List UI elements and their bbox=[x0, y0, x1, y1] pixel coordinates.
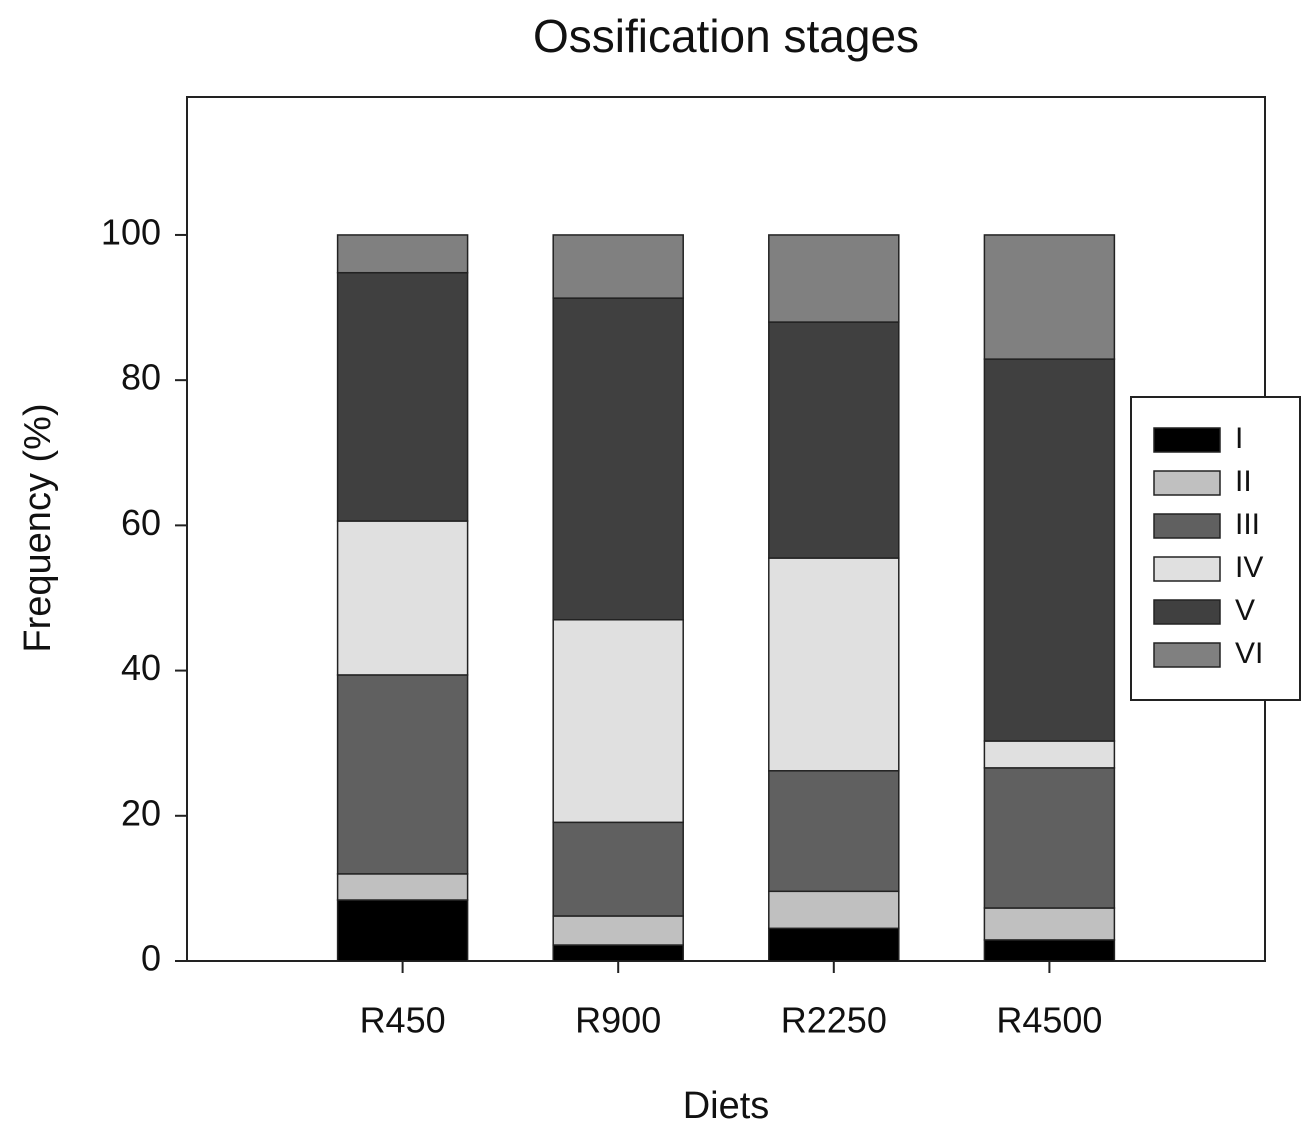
bar-segment bbox=[336, 234, 469, 274]
bar-segment bbox=[552, 915, 684, 946]
chart-title: Ossification stages bbox=[533, 10, 919, 62]
bar-segment bbox=[983, 939, 1116, 962]
x-tick-label: R450 bbox=[360, 1000, 446, 1041]
legend-label: IV bbox=[1235, 551, 1263, 584]
legend-swatch bbox=[1153, 470, 1221, 496]
legend-swatch bbox=[1153, 513, 1221, 539]
bar-segment bbox=[552, 297, 684, 621]
bar-segment bbox=[768, 321, 900, 559]
legend-label: II bbox=[1235, 465, 1252, 498]
bar-segment bbox=[336, 674, 469, 875]
legend-label: V bbox=[1235, 594, 1255, 627]
bar-segment bbox=[983, 358, 1116, 742]
bar-segment bbox=[552, 619, 684, 824]
bar-segment bbox=[983, 907, 1116, 941]
bar-segment bbox=[336, 520, 469, 676]
x-tick-label: R900 bbox=[575, 1000, 661, 1041]
y-tick-label: 0 bbox=[141, 938, 161, 979]
legend-swatch bbox=[1153, 599, 1221, 625]
y-tick-label: 60 bbox=[121, 502, 161, 543]
bar-segment bbox=[983, 740, 1116, 769]
bar-segment bbox=[336, 899, 469, 962]
bar-segment bbox=[768, 770, 900, 893]
legend-label: I bbox=[1235, 422, 1243, 455]
y-tick-label: 20 bbox=[121, 792, 161, 833]
y-tick-label: 80 bbox=[121, 357, 161, 398]
bar-segment bbox=[768, 557, 900, 772]
y-tick-label: 40 bbox=[121, 647, 161, 688]
bar-segment bbox=[552, 944, 684, 962]
y-axis-label: Frequency (%) bbox=[17, 403, 59, 652]
legend-swatch bbox=[1153, 642, 1221, 668]
x-tick-label: R4500 bbox=[996, 1000, 1102, 1041]
x-tick-label: R2250 bbox=[781, 1000, 887, 1041]
bar-segment bbox=[552, 821, 684, 917]
x-axis-label: Diets bbox=[683, 1085, 770, 1127]
legend-label: III bbox=[1235, 508, 1260, 541]
legend-swatch bbox=[1153, 427, 1221, 453]
bar-segment bbox=[768, 927, 900, 962]
bar-segment bbox=[336, 271, 469, 522]
legend-label: VI bbox=[1235, 637, 1263, 670]
bar-segment bbox=[768, 234, 900, 323]
legend-swatch bbox=[1153, 556, 1221, 582]
bar-segment bbox=[336, 873, 469, 901]
bar-segment bbox=[768, 890, 900, 930]
bar-segment bbox=[552, 234, 684, 299]
y-tick-label: 100 bbox=[101, 211, 161, 252]
bar-segment bbox=[983, 767, 1116, 909]
bar-segment bbox=[983, 234, 1116, 360]
